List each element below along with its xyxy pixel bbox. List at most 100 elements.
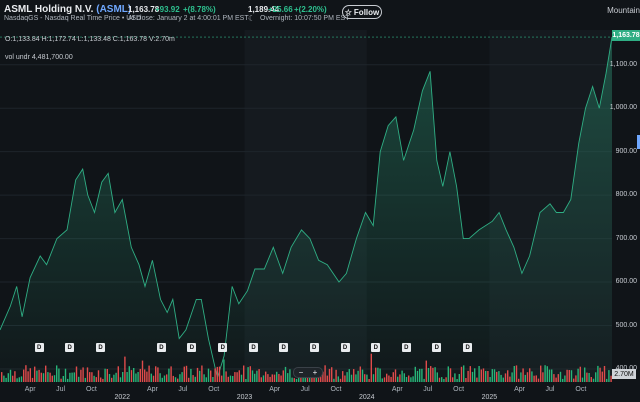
volume-bar — [515, 365, 518, 382]
y-tick-label: 800.00 — [615, 191, 637, 199]
volume-bar — [478, 366, 480, 382]
volume-bar — [524, 374, 526, 382]
volume-bar — [579, 366, 581, 382]
volume-bar — [29, 368, 31, 382]
dividend-marker[interactable]: D — [65, 343, 75, 352]
dividend-marker[interactable]: D — [463, 343, 473, 352]
volume-bar — [174, 377, 177, 382]
volume-bar — [443, 379, 445, 382]
volume-bar — [485, 370, 487, 382]
dividend-marker[interactable]: D — [340, 343, 350, 352]
volume-bar — [410, 377, 412, 382]
dividend-marker[interactable]: D — [279, 343, 289, 352]
volume-bar — [328, 368, 331, 382]
volume-bar — [95, 377, 97, 382]
volume-bar — [60, 378, 62, 382]
volume-bar — [16, 378, 18, 382]
volume-bar — [427, 368, 430, 382]
dividend-marker[interactable]: D — [187, 343, 197, 352]
volume-bar — [232, 376, 234, 382]
chart-style-selector[interactable]: Mountain — [607, 6, 640, 15]
volume-bar — [104, 368, 106, 382]
volume-bar — [421, 368, 423, 382]
zoom-controls: − + — [293, 367, 323, 378]
volume-bar — [254, 373, 256, 382]
volume-bar — [75, 366, 78, 382]
x-tick-label: Jul — [300, 386, 310, 393]
overnight-price: 1,189.44 — [248, 5, 280, 14]
zoom-in-button[interactable]: + — [312, 368, 318, 377]
volume-bar — [161, 377, 163, 382]
volume-bar — [568, 370, 570, 382]
volume-bar — [247, 367, 249, 382]
dividend-marker[interactable]: D — [401, 343, 411, 352]
volume-bar — [377, 367, 379, 382]
volume-bar — [570, 370, 573, 382]
volume-bar — [606, 378, 608, 382]
volume-bar — [432, 367, 434, 382]
volume-bar — [40, 372, 42, 382]
volume-bar — [196, 367, 199, 382]
moon-icon: ☾ — [248, 14, 256, 23]
volume-bar — [289, 369, 291, 382]
x-tick-label: Apr — [24, 386, 36, 393]
overnight-change: +25.66 — [268, 5, 293, 14]
close-change: +93.92 — [155, 5, 180, 14]
volume-bar — [227, 376, 229, 382]
volume-bar — [394, 369, 397, 382]
y-tick-label: 400.00 — [616, 365, 637, 372]
volume-bar — [199, 370, 201, 382]
volume-bar — [157, 367, 159, 382]
x-tick-label: Oct — [453, 386, 465, 393]
volume-bar — [502, 377, 504, 382]
volume-bar — [122, 372, 124, 382]
dividend-marker[interactable]: D — [249, 343, 259, 352]
dividend-marker[interactable]: D — [218, 343, 228, 352]
volume-bar — [276, 371, 278, 382]
volume-bar — [100, 377, 102, 382]
volume-bar — [135, 373, 137, 382]
x-tick-label: Apr — [391, 386, 403, 393]
y-tick-label: 1,100.00 — [609, 60, 637, 68]
volume-bar — [507, 370, 509, 382]
volume-bar — [183, 366, 185, 382]
dividend-marker[interactable]: D — [156, 343, 166, 352]
volume-bar — [559, 371, 562, 382]
volume-bar — [361, 369, 364, 382]
volume-bar — [249, 366, 251, 382]
volume-bar — [408, 375, 410, 382]
dividend-marker[interactable]: D — [34, 343, 44, 352]
volume-bar — [1, 372, 3, 382]
scrollbar[interactable] — [637, 135, 640, 149]
volume-bar — [412, 376, 414, 382]
dividend-marker[interactable]: D — [432, 343, 442, 352]
volume-bar — [245, 379, 247, 382]
volume-bar — [423, 378, 425, 382]
follow-button[interactable]: ☆ Follow — [342, 5, 382, 19]
zoom-out-button[interactable]: − — [298, 368, 304, 377]
dividend-marker[interactable]: D — [309, 343, 319, 352]
volume-bar — [557, 374, 559, 382]
volume-bar — [45, 365, 47, 382]
volume-bar — [392, 372, 394, 382]
volume-bar — [357, 370, 359, 382]
volume-bar — [326, 375, 328, 382]
volume-bar — [372, 374, 375, 382]
dividend-marker[interactable]: D — [371, 343, 381, 352]
x-year-label: 2023 — [236, 394, 253, 401]
ticker-symbol: (ASML) — [96, 4, 132, 15]
volume-bar — [322, 371, 324, 382]
volume-bar — [111, 377, 113, 382]
volume-bar — [64, 368, 67, 382]
volume-bar — [449, 368, 452, 382]
volume-bar — [601, 371, 603, 382]
volume-bar — [119, 377, 122, 382]
volume-bar — [436, 372, 438, 382]
dividend-marker[interactable]: D — [95, 343, 105, 352]
volume-bar — [269, 376, 271, 382]
volume-bar — [240, 374, 243, 382]
volume-bar — [115, 372, 117, 382]
volume-bar — [438, 377, 441, 382]
volume-bar — [388, 375, 390, 382]
